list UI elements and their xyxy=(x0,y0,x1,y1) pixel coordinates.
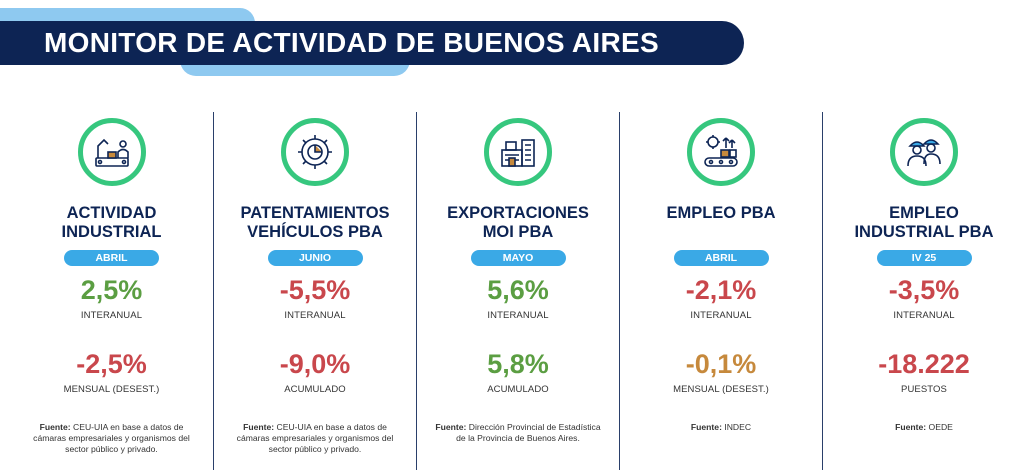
primary-label: INTERANUAL xyxy=(284,310,346,321)
source-label: Fuente: xyxy=(39,422,71,432)
source-label: Fuente: xyxy=(243,422,275,432)
indicator-actividad-industrial: ACTIVIDAD INDUSTRIAL ABRIL 2,5% INTERANU… xyxy=(10,112,213,470)
source-note: Fuente: Dirección Provincial de Estadíst… xyxy=(417,422,619,444)
title-banner: MONITOR DE ACTIVIDAD DE BUENOS AIRES xyxy=(0,21,744,65)
primary-value: 5,6% xyxy=(487,275,549,305)
indicator-empleo-pba: EMPLEO PBA ABRIL -2,1% INTERANUAL -0,1% … xyxy=(619,112,822,470)
source-label: Fuente: xyxy=(895,422,927,432)
period-badge: MAYO xyxy=(470,250,566,266)
indicator-exportaciones: EXPORTACIONES MOI PBA MAYO 5,6% INTERANU… xyxy=(416,112,619,470)
primary-label: INTERANUAL xyxy=(487,310,549,321)
secondary-value: -18.222 xyxy=(878,349,970,379)
indicator-title: PATENTAMIENTOS VEHÍCULOS PBA xyxy=(240,204,390,241)
factory-workers-icon xyxy=(77,118,146,186)
primary-value: 2,5% xyxy=(80,275,143,305)
source-note: Fuente: CEU-UIA en base a datos de cámar… xyxy=(214,422,416,455)
page-title: MONITOR DE ACTIVIDAD DE BUENOS AIRES xyxy=(44,27,659,58)
primary-value: -2,1% xyxy=(685,275,757,305)
indicator-patentamientos: PATENTAMIENTOS VEHÍCULOS PBA JUNIO -5,5%… xyxy=(213,112,416,470)
secondary-label: MENSUAL (DESEST.) xyxy=(63,384,160,395)
source-note: Fuente: OEDE xyxy=(823,422,1025,433)
source-text: CEU-UIA en base a datos de cámaras empre… xyxy=(33,422,190,454)
source-text: Dirección Provincial de Estadística de l… xyxy=(456,422,601,443)
gear-chart-icon xyxy=(281,118,349,186)
secondary-label: ACUMULADO xyxy=(487,384,549,395)
indicator-empleo-industrial: EMPLEO INDUSTRIAL PBA IV 25 -3,5% INTERA… xyxy=(822,112,1025,470)
indicator-title: EMPLEO INDUSTRIAL PBA xyxy=(854,204,994,241)
production-line-icon xyxy=(687,118,755,186)
period-badge: IV 25 xyxy=(876,250,972,266)
indicator-title: ACTIVIDAD INDUSTRIAL xyxy=(61,204,162,241)
indicator-columns: ACTIVIDAD INDUSTRIAL ABRIL 2,5% INTERANU… xyxy=(10,112,1032,470)
source-text: OEDE xyxy=(926,422,953,432)
secondary-value: -2,5% xyxy=(76,349,147,379)
primary-value: -5,5% xyxy=(279,275,351,305)
hardhat-workers-icon xyxy=(890,118,958,186)
source-note: Fuente: CEU-UIA en base a datos de cámar… xyxy=(10,422,213,455)
indicator-title: EMPLEO PBA xyxy=(666,204,776,222)
primary-label: INTERANUAL xyxy=(80,310,143,321)
secondary-value: 5,8% xyxy=(487,349,549,379)
source-label: Fuente: xyxy=(690,422,722,432)
indicator-title: EXPORTACIONES MOI PBA xyxy=(447,204,589,241)
source-note: Fuente: INDEC xyxy=(620,422,822,433)
primary-label: INTERANUAL xyxy=(690,310,752,321)
secondary-label: MENSUAL (DESEST.) xyxy=(673,384,769,395)
source-text: INDEC xyxy=(721,422,752,432)
factory-building-icon xyxy=(484,118,552,186)
secondary-value: -0,1% xyxy=(685,349,757,379)
secondary-value: -9,0% xyxy=(279,349,351,379)
period-badge: ABRIL xyxy=(64,250,159,266)
period-badge: ABRIL xyxy=(673,250,769,266)
secondary-label: PUESTOS xyxy=(901,384,947,395)
secondary-label: ACUMULADO xyxy=(284,384,346,395)
primary-value: -3,5% xyxy=(888,275,960,305)
period-badge: JUNIO xyxy=(267,250,363,266)
primary-label: INTERANUAL xyxy=(893,310,955,321)
source-text: CEU-UIA en base a datos de cámaras empre… xyxy=(236,422,394,454)
source-label: Fuente: xyxy=(435,422,467,432)
